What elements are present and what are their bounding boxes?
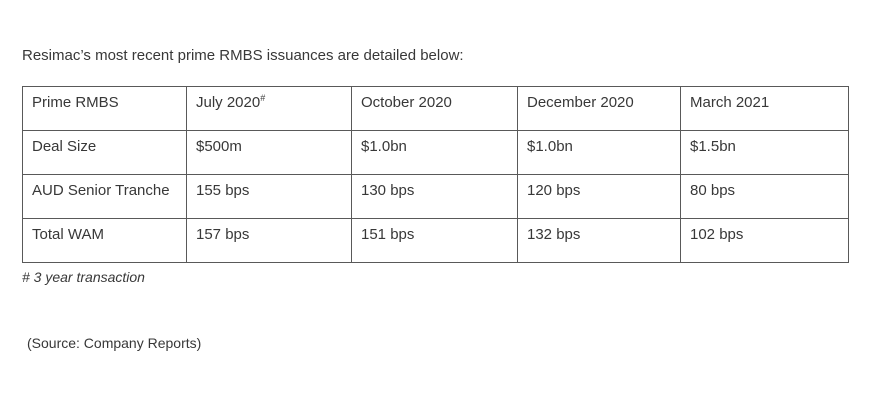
- cell-deal-size-october-2020: $1.0bn: [351, 130, 518, 175]
- cell-deal-size-december-2020: $1.0bn: [517, 130, 681, 175]
- cell-aud-senior-tranche-march-2021: 80 bps: [680, 174, 849, 219]
- rmbs-issuance-table: Prime RMBS July 2020# October 2020 Decem…: [22, 86, 849, 263]
- header-cell-march-2021: March 2021: [680, 86, 849, 131]
- table-header-row: Prime RMBS July 2020# October 2020 Decem…: [22, 86, 849, 131]
- cell-aud-senior-tranche-december-2020: 120 bps: [517, 174, 681, 219]
- header-cell-december-2020: December 2020: [517, 86, 681, 131]
- table-row-aud-senior-tranche: AUD Senior Tranche 155 bps 130 bps 120 b…: [22, 174, 849, 219]
- row-label: Deal Size: [22, 130, 187, 175]
- footnote-text: # 3 year transaction: [22, 269, 145, 285]
- intro-text: Resimac’s most recent prime RMBS issuanc…: [22, 47, 464, 64]
- header-label: October 2020: [361, 94, 452, 111]
- header-label: March 2021: [690, 94, 770, 111]
- header-cell-october-2020: October 2020: [351, 86, 518, 131]
- table-row-total-wam: Total WAM 157 bps 151 bps 132 bps 102 bp…: [22, 218, 849, 263]
- cell-deal-size-march-2021: $1.5bn: [680, 130, 849, 175]
- header-cell-july-2020: July 2020#: [186, 86, 352, 131]
- cell-deal-size-july-2020: $500m: [186, 130, 352, 175]
- cell-total-wam-march-2021: 102 bps: [680, 218, 849, 263]
- cell-aud-senior-tranche-july-2020: 155 bps: [186, 174, 352, 219]
- header-label: December 2020: [527, 94, 634, 111]
- header-cell-prime-rmbs: Prime RMBS: [22, 86, 187, 131]
- cell-total-wam-december-2020: 132 bps: [517, 218, 681, 263]
- cell-aud-senior-tranche-october-2020: 130 bps: [351, 174, 518, 219]
- source-attribution: (Source: Company Reports): [27, 335, 202, 351]
- cell-total-wam-july-2020: 157 bps: [186, 218, 352, 263]
- cell-total-wam-october-2020: 151 bps: [351, 218, 518, 263]
- table-row-deal-size: Deal Size $500m $1.0bn $1.0bn $1.5bn: [22, 130, 849, 175]
- header-superscript: #: [260, 93, 266, 103]
- row-label: Total WAM: [22, 218, 187, 263]
- row-label: AUD Senior Tranche: [22, 174, 187, 219]
- header-label: July 2020: [196, 94, 261, 111]
- header-label: Prime RMBS: [32, 94, 119, 111]
